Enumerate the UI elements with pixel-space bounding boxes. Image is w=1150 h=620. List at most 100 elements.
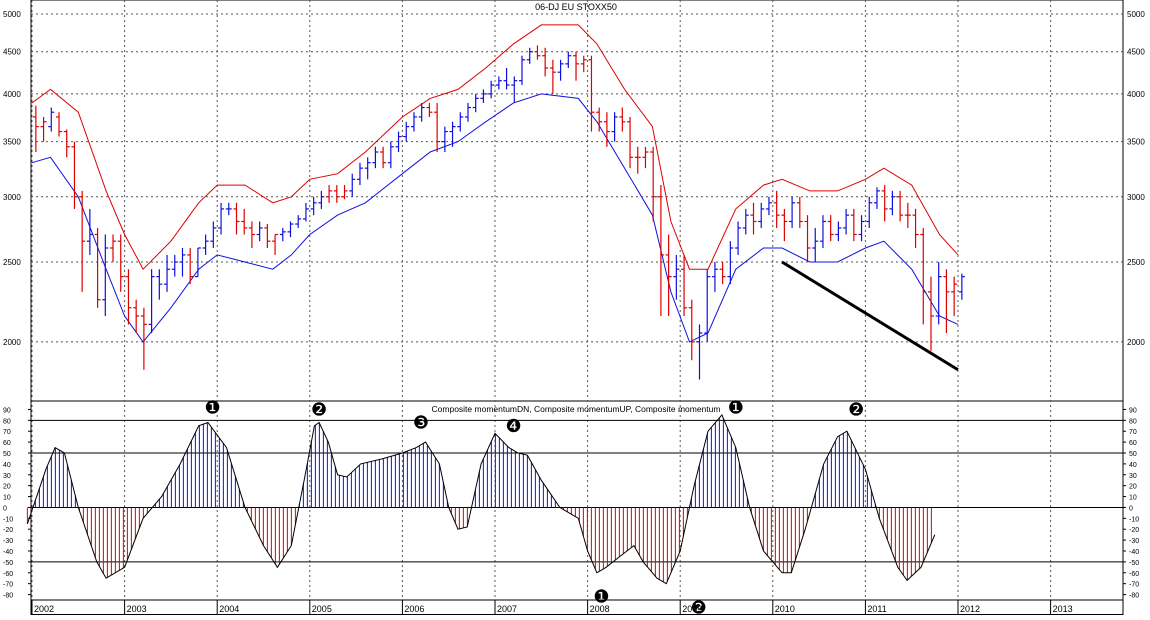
ohlc-bar [565, 51, 572, 68]
ohlc-bar [920, 227, 927, 325]
y-tick-label-right: 3500 [1127, 138, 1145, 147]
mom-tick-label-left: -30 [3, 538, 13, 545]
mom-tick-label-left: -40 [3, 549, 13, 556]
x-tick-label: 2011 [867, 604, 886, 614]
ohlc-bar [673, 254, 680, 300]
ohlc-bar [835, 221, 842, 242]
ohlc-bar [225, 202, 232, 216]
momentum-title: Composite momentumDN, Composite momentum… [432, 404, 721, 414]
ohlc-bar [117, 234, 124, 292]
ohlc-bar [873, 187, 880, 209]
ohlc-bar [804, 215, 811, 263]
ohlc-bar [326, 185, 333, 203]
y-tick-label-left: 3000 [3, 193, 21, 202]
ohlc-bar [789, 196, 796, 228]
ohlc-bar [927, 276, 934, 351]
ohlc-bar [904, 202, 911, 228]
ohlc-bar [819, 215, 826, 248]
ohlc-bar [387, 141, 394, 169]
y-tick-label-right: 4000 [1127, 90, 1145, 99]
mom-tick-label-right: -60 [1129, 571, 1139, 578]
ohlc-bar [441, 126, 448, 153]
ohlc-bar [233, 202, 240, 235]
momentum-line [26, 413, 936, 585]
mom-tick-label-right: 60 [1129, 440, 1137, 447]
mom-tick-label-left: 0 [3, 505, 7, 512]
ohlc-bar [380, 146, 387, 169]
ohlc-bar [719, 262, 726, 285]
mom-tick-label-left: -70 [3, 582, 13, 589]
plot-frame [30, 0, 1124, 615]
ohlc-bar [850, 208, 857, 242]
x-tick-label: 2007 [497, 604, 517, 614]
ohlc-bar [202, 234, 209, 255]
y-tick-label-left: 2000 [3, 338, 21, 347]
y-tick-label-left: 4000 [3, 90, 21, 99]
mom-tick-label-right: 20 [1129, 484, 1137, 491]
ohlc-bar [349, 173, 356, 197]
ohlc-bar [627, 116, 634, 169]
ohlc-bar [580, 55, 587, 73]
ohlc-bar [596, 107, 603, 132]
ohlc-bar [133, 299, 140, 334]
ohlc-bar [194, 247, 201, 278]
ohlc-bar [32, 105, 39, 153]
ohlc-bar [40, 116, 47, 142]
y-tick-label-right: 4500 [1127, 48, 1145, 57]
y-tick-label-right: 3000 [1127, 193, 1145, 202]
ohlc-bar [735, 221, 742, 255]
ohlc-bar [573, 51, 580, 81]
x-tick-label: 2005 [312, 604, 332, 614]
x-tick-label: 2013 [1053, 604, 1073, 614]
marker-label: ❶ [204, 397, 220, 417]
ohlc-bar [488, 80, 495, 99]
mom-tick-label-right: -80 [1129, 593, 1139, 600]
ohlc-bar [557, 59, 564, 81]
ohlc-bar [758, 202, 765, 228]
lower-band-line [31, 93, 959, 343]
ohlc-bar [187, 247, 194, 285]
ohlc-bar [796, 196, 803, 228]
mom-tick-label-left: 10 [3, 495, 11, 502]
ohlc-bar [279, 227, 286, 242]
ohlc-bar [256, 221, 263, 242]
ohlc-bar [418, 102, 425, 122]
ohlc-bar [742, 208, 749, 235]
x-tick-label: 2009 [682, 604, 702, 614]
ohlc-bar [333, 185, 340, 203]
y-tick-label-right: 2000 [1127, 338, 1145, 347]
ohlc-bar [171, 254, 178, 277]
ohlc-bar [765, 196, 772, 216]
ohlc-bar [511, 76, 518, 103]
mom-tick-label-right: 30 [1129, 473, 1137, 480]
ohlc-bar [619, 107, 626, 132]
marker-label: ❷ [848, 399, 864, 419]
ohlc-bar [102, 234, 109, 316]
ohlc-bar [611, 112, 618, 142]
ohlc-bar [549, 59, 556, 94]
ohlc-bar [341, 185, 348, 200]
mom-tick-label-left: 90 [3, 407, 11, 414]
ohlc-bar [495, 76, 502, 90]
ohlc-bar [650, 146, 657, 222]
ohlc-bar [519, 55, 526, 86]
ohlc-bar [364, 157, 371, 180]
trendline [781, 260, 959, 372]
ohlc-bar [295, 215, 302, 228]
ohlc-bar [943, 269, 950, 334]
price-title: 06-DJ EU STOXX50 [535, 2, 617, 12]
ohlc-bar [86, 208, 93, 255]
x-tick-label: 2004 [219, 604, 239, 614]
ohlc-bar [935, 262, 942, 325]
ohlc-bar [897, 190, 904, 222]
ohlc-bar [63, 129, 70, 158]
ohlc-bar [48, 107, 55, 132]
ohlc-bar [210, 221, 217, 248]
ohlc-bar [403, 121, 410, 142]
mom-tick-label-right: 10 [1129, 495, 1137, 502]
marker-label: ❷ [691, 598, 707, 615]
ohlc-bar [310, 196, 317, 216]
mom-tick-label-left: 20 [3, 484, 11, 491]
x-tick-label: 2010 [775, 604, 795, 614]
